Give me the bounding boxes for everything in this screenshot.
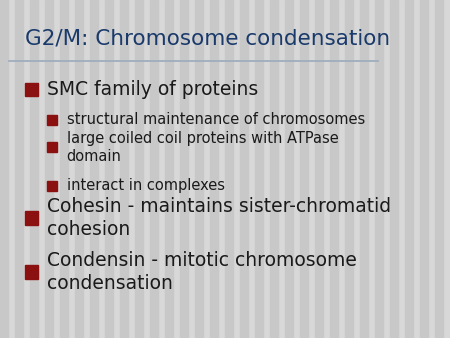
Bar <box>135 0 143 338</box>
Bar <box>15 0 22 338</box>
Bar <box>25 83 38 96</box>
Text: structural maintenance of chromosomes: structural maintenance of chromosomes <box>67 113 365 127</box>
Bar <box>375 0 382 338</box>
Bar <box>120 0 127 338</box>
Bar <box>330 0 338 338</box>
Bar <box>255 0 262 338</box>
Bar <box>315 0 323 338</box>
Bar <box>47 181 57 191</box>
Bar <box>60 0 68 338</box>
Text: G2/M: Chromosome condensation: G2/M: Chromosome condensation <box>25 29 390 49</box>
Text: large coiled coil proteins with ATPase
domain: large coiled coil proteins with ATPase d… <box>67 130 338 164</box>
Text: SMC family of proteins: SMC family of proteins <box>47 80 258 99</box>
Bar <box>25 211 38 225</box>
Bar <box>150 0 157 338</box>
Bar <box>25 265 38 279</box>
Bar <box>300 0 307 338</box>
Bar <box>75 0 82 338</box>
Text: Condensin - mitotic chromosome
condensation: Condensin - mitotic chromosome condensat… <box>47 251 357 293</box>
Bar <box>105 0 112 338</box>
Bar <box>345 0 352 338</box>
Bar <box>225 0 233 338</box>
Bar <box>270 0 278 338</box>
Bar <box>360 0 368 338</box>
Text: interact in complexes: interact in complexes <box>67 178 225 193</box>
Bar <box>195 0 202 338</box>
Bar <box>47 142 57 152</box>
Bar <box>420 0 428 338</box>
Bar <box>240 0 248 338</box>
Bar <box>405 0 413 338</box>
Bar <box>285 0 293 338</box>
Bar <box>390 0 397 338</box>
Bar <box>47 115 57 125</box>
Text: Cohesin - maintains sister-chromatid
cohesion: Cohesin - maintains sister-chromatid coh… <box>47 197 392 239</box>
Bar <box>210 0 217 338</box>
Bar <box>180 0 188 338</box>
Bar <box>165 0 172 338</box>
Bar <box>45 0 53 338</box>
Bar <box>0 0 8 338</box>
Bar <box>90 0 98 338</box>
Bar <box>30 0 37 338</box>
Bar <box>435 0 442 338</box>
